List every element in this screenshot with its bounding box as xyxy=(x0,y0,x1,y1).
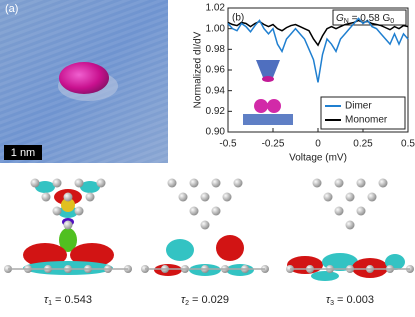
y-tick-label: 0.92 xyxy=(206,106,226,117)
tau-label: τ3 = 0.003 xyxy=(326,294,374,307)
annotation: GN = 0.58 G0 xyxy=(336,13,394,26)
atom xyxy=(211,206,221,216)
tau-label: τ2 = 0.029 xyxy=(181,294,229,307)
x-tick-label: 0.5 xyxy=(401,139,415,150)
legend-label: Dimer xyxy=(345,101,372,112)
subscript: N xyxy=(344,18,349,25)
atom xyxy=(200,220,210,230)
text-part: = 0.003 xyxy=(334,294,374,306)
atom xyxy=(200,192,210,202)
atom xyxy=(63,192,73,202)
atom xyxy=(323,192,333,202)
atom xyxy=(345,220,355,230)
atom xyxy=(178,192,188,202)
legend-label: Monomer xyxy=(345,115,388,126)
text-part: G xyxy=(336,13,344,24)
atom xyxy=(189,178,199,188)
panel-label: (a) xyxy=(5,3,18,15)
atom xyxy=(211,178,221,188)
text-part: = 0.58 G xyxy=(349,13,391,24)
atom xyxy=(334,206,344,216)
x-tick-label: -0.25 xyxy=(262,139,285,150)
atom xyxy=(222,192,232,202)
x-tick-label: 0 xyxy=(315,139,321,150)
y-tick-label: 0.90 xyxy=(206,127,226,138)
subscript: 3 xyxy=(330,300,334,307)
atom xyxy=(334,178,344,188)
x-tick-label: -0.5 xyxy=(219,139,237,150)
legend-box xyxy=(320,96,406,130)
chart: 0.90 0.92 0.94 0.96 0.98 1.00 1.02 -0.5 -0.25 0 0.… xyxy=(193,3,415,164)
atom xyxy=(167,178,177,188)
atom xyxy=(378,178,388,188)
atom xyxy=(85,192,95,202)
atom xyxy=(52,206,62,216)
atom xyxy=(345,192,355,202)
text-part: = 0.543 xyxy=(52,294,92,306)
atom xyxy=(312,178,322,188)
text-part: τ xyxy=(181,294,186,306)
y-tick-label: 0.98 xyxy=(206,44,226,55)
y-tick-label: 0.94 xyxy=(206,85,226,96)
subscript: 0 xyxy=(390,18,394,25)
panel-label: (b) xyxy=(232,13,244,24)
stm-image xyxy=(0,0,168,163)
atom xyxy=(74,206,84,216)
atom xyxy=(74,178,84,188)
orbital-plots xyxy=(4,178,414,281)
atom xyxy=(30,178,40,188)
subscript: 1 xyxy=(48,300,52,307)
atom xyxy=(367,192,377,202)
atom xyxy=(96,178,106,188)
text-part: = 0.029 xyxy=(189,294,229,306)
annotation-box xyxy=(332,9,407,26)
y-tick-label: 1.02 xyxy=(206,3,226,14)
data-line xyxy=(227,17,409,83)
atom xyxy=(189,206,199,216)
text-part: τ xyxy=(326,294,331,306)
atom xyxy=(233,178,243,188)
y-tick-label: 0.96 xyxy=(206,65,226,76)
scale-bar-label: 1 nm xyxy=(11,147,35,159)
scale-bar-bg xyxy=(4,145,42,160)
inset-schematic xyxy=(243,60,293,125)
atom xyxy=(356,178,366,188)
x-tick-label: 0.25 xyxy=(353,139,373,150)
y-tick-label: 1.00 xyxy=(206,23,226,34)
atom xyxy=(52,178,62,188)
text-part: τ xyxy=(44,294,49,306)
y-axis-label: Normalized dI/dV xyxy=(193,31,204,108)
atom xyxy=(356,206,366,216)
x-axis-label: Voltage (mV) xyxy=(289,153,347,164)
tau-label: τ1 = 0.543 xyxy=(44,294,92,307)
atom xyxy=(63,220,73,230)
subscript: 2 xyxy=(185,300,189,307)
atom xyxy=(41,192,51,202)
